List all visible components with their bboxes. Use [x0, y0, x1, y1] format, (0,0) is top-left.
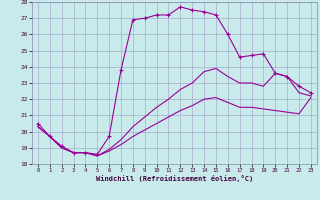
X-axis label: Windchill (Refroidissement éolien,°C): Windchill (Refroidissement éolien,°C): [96, 175, 253, 182]
